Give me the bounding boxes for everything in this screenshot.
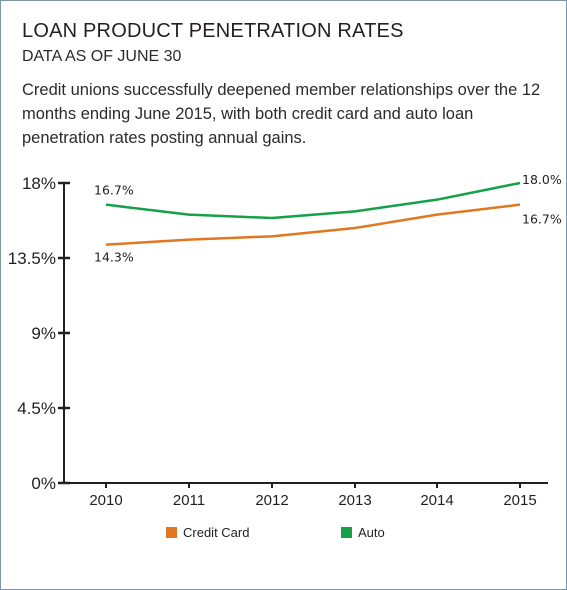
x-tick-label: 2012 [255, 492, 288, 509]
legend-swatch-credit-card [166, 527, 177, 538]
x-tick-label: 2015 [503, 492, 536, 509]
data-label-credit-card-last: 16.7% [522, 212, 562, 227]
y-tick-label: 13.5% [8, 249, 56, 268]
data-label-credit-card-first: 14.3% [94, 250, 134, 265]
chart-title: LOAN PRODUCT PENETRATION RATES [22, 20, 404, 42]
data-label-auto-last: 18.0% [522, 172, 562, 187]
legend-label-auto: Auto [358, 525, 385, 540]
y-tick-label: 0% [31, 474, 56, 493]
data-label-auto-first: 16.7% [94, 183, 134, 198]
axes [63, 183, 548, 484]
legend-label-credit-card: Credit Card [183, 525, 249, 540]
series-group [105, 181, 521, 246]
data-labels: 16.7% 18.0% 14.3% 16.7% [94, 172, 562, 265]
x-tick-label: 2010 [89, 492, 122, 509]
y-tick-label: 9% [31, 324, 56, 343]
chart-subtitle: DATA AS OF JUNE 30 [22, 48, 182, 65]
x-axis-ticks: 2010 2011 2012 2013 2014 2015 [89, 483, 537, 509]
legend-swatch-auto [341, 527, 352, 538]
y-tick-label: 18% [22, 174, 56, 193]
legend: Credit Card Auto [166, 525, 385, 540]
series-line-credit-card [105, 203, 521, 246]
y-axis-ticks: 0% 4.5% 9% 13.5% 18% [8, 174, 70, 493]
x-tick-label: 2011 [173, 492, 205, 509]
x-tick-label: 2014 [420, 492, 453, 509]
x-tick-label: 2013 [338, 492, 371, 509]
chart-description: Credit unions successfully deepened memb… [22, 81, 541, 147]
series-line-auto [105, 181, 521, 220]
y-tick-label: 4.5% [17, 399, 56, 418]
